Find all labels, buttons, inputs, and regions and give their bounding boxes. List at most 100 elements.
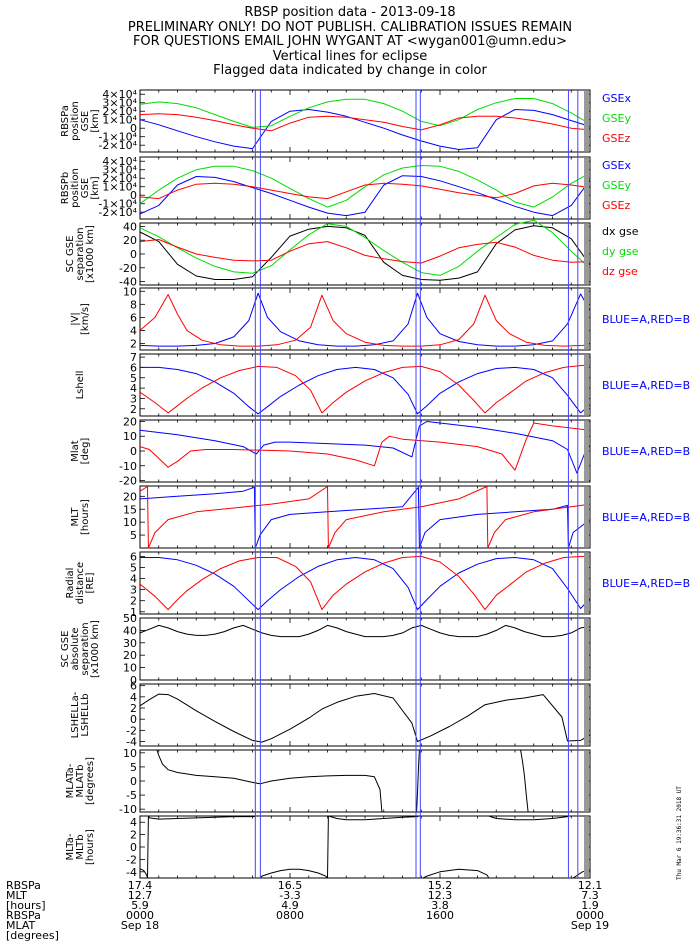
y-tick-label: -40 [119,276,137,289]
y-tick-label: 3 [130,392,137,405]
figure-title: RBSP position data - 2013-09-18 [244,5,456,20]
y-tick-label: 10 [123,430,137,443]
y-axis-label-line: LSHELLb [80,693,91,736]
y-axis-label-line: distance [75,562,86,604]
legend-entry: GSEy [602,179,631,192]
y-tick-label: 6 [130,550,137,563]
y-axis-label: |V|[km/s] [70,303,91,335]
y-axis-label-line: LSHELLa- [70,691,81,738]
warning-line: PRELIMINARY ONLY! DO NOT PUBLISH. CALIBR… [127,19,573,35]
axis-tick-value: 1.9 [581,899,599,912]
y-tick-label: 4×10⁴ [102,88,137,101]
y-axis-label-line: separation [75,227,86,280]
y-tick-label: 0 [130,248,137,261]
legend-entry: dx gse [602,225,639,238]
y-tick-label: 20 [123,649,137,662]
axis-row-label: MLT [6,889,27,902]
series-line-trace [416,749,420,813]
y-tick-label: 1×10⁴ [102,114,137,127]
y-tick-label: 2 [130,702,137,715]
y-tick-label: 4×10⁴ [102,155,137,168]
legend-entry: BLUE=A,RED=B [602,445,690,458]
series-line-trace [520,749,529,813]
series-line-gsey [139,165,591,208]
flag-note: Flagged data indicated by change in colo… [213,63,487,78]
y-axis-label: MLT[hours] [70,499,91,535]
y-tick-label: -10 [119,803,137,816]
axis-row-label: RBSPa [6,879,41,892]
y-tick-label: 0 [130,841,137,854]
legend-entry: GSEx [602,159,631,172]
y-tick-label: 0 [130,713,137,726]
panel-frame [139,222,591,286]
y-axis-label-line: [hours] [80,499,91,535]
edge-marker [584,817,589,877]
axis-tick-value: 0800 [276,909,304,922]
y-axis-label-line: Mlat [70,440,81,462]
legend-entry: GSEz [602,199,630,212]
series-line-a [140,557,591,611]
legend-entry: BLUE=A,RED=B [602,511,690,524]
series-line-dx-gse [139,225,591,281]
edge-marker [584,619,589,679]
axis-tick-value: 7.3 [581,889,599,902]
y-tick-label: -1×10⁴ [98,198,137,211]
panel-2: 4×10⁴3×10⁴2×10⁴1×10⁴0-1×10⁴-2×10⁴RBSPbpo… [60,155,631,220]
series-line-dz-gse [139,239,591,264]
panel-frame [139,815,591,879]
legend-entry: GSEx [602,92,631,105]
panel-frame [139,156,591,220]
y-tick-label: -2 [126,724,137,737]
axis-tick-value: 0000 [126,909,154,922]
series-line-gsey [139,98,591,128]
y-axis-label: MLTa-MLTb[hours] [65,829,96,865]
axis-tick-value: 4.9 [281,899,299,912]
y-tick-label: 50 [123,612,137,625]
y-axis-label-line: [x1000 km] [85,225,96,283]
y-tick-label: 5 [130,562,137,575]
axis-tick-value: 16.5 [278,879,303,892]
series-line-trace [488,815,569,821]
legend-entry: BLUE=A,RED=B [602,313,690,326]
y-axis-label-line: GSE [80,111,91,131]
axis-tick-value: 12.3 [428,889,453,902]
axis-tick-value: 12.1 [578,879,603,892]
edge-marker [584,289,589,349]
axis-row-label: [degrees] [6,929,59,942]
axis-row-label: [hours] [6,899,46,912]
series-line-gsex [139,175,591,217]
y-axis-label-line: [km] [90,176,101,199]
axis-tick-value: 5.9 [131,899,149,912]
axis-tick-value: -3.3 [279,889,300,902]
edge-marker [584,224,589,284]
panel-frame [139,485,591,549]
y-tick-label: 5 [130,372,137,385]
figure-header: RBSP position data - 2013-09-18 PRELIMIN… [0,5,700,79]
edge-marker [584,553,589,613]
y-tick-label: 2 [130,595,137,608]
series-line-trace [422,868,490,879]
series-line-gsex [139,109,591,150]
edge-marker [584,685,589,745]
legend-entry: BLUE=A,RED=B [602,379,690,392]
y-axis-label-line: MLTa- [65,833,76,860]
y-tick-label: 0 [130,674,137,687]
timestamp-stamp: Thu Mar 6 19:36:31 2018 UT [676,786,683,880]
y-tick-label: -4 [126,736,137,749]
legend-entry: GSEy [602,112,631,125]
y-tick-label: -10 [119,460,137,473]
y-tick-label: -20 [119,475,137,488]
series-line-a [140,366,591,415]
series-line-b [139,364,590,414]
axis-row-label: RBSPa [6,909,41,922]
y-axis-label-line: SC GSE [60,631,71,668]
y-tick-label: 10 [123,285,137,298]
y-tick-label: 2 [130,403,137,416]
axis-tick-value: 3.8 [431,899,449,912]
y-axis-label: Lshell [75,371,86,400]
